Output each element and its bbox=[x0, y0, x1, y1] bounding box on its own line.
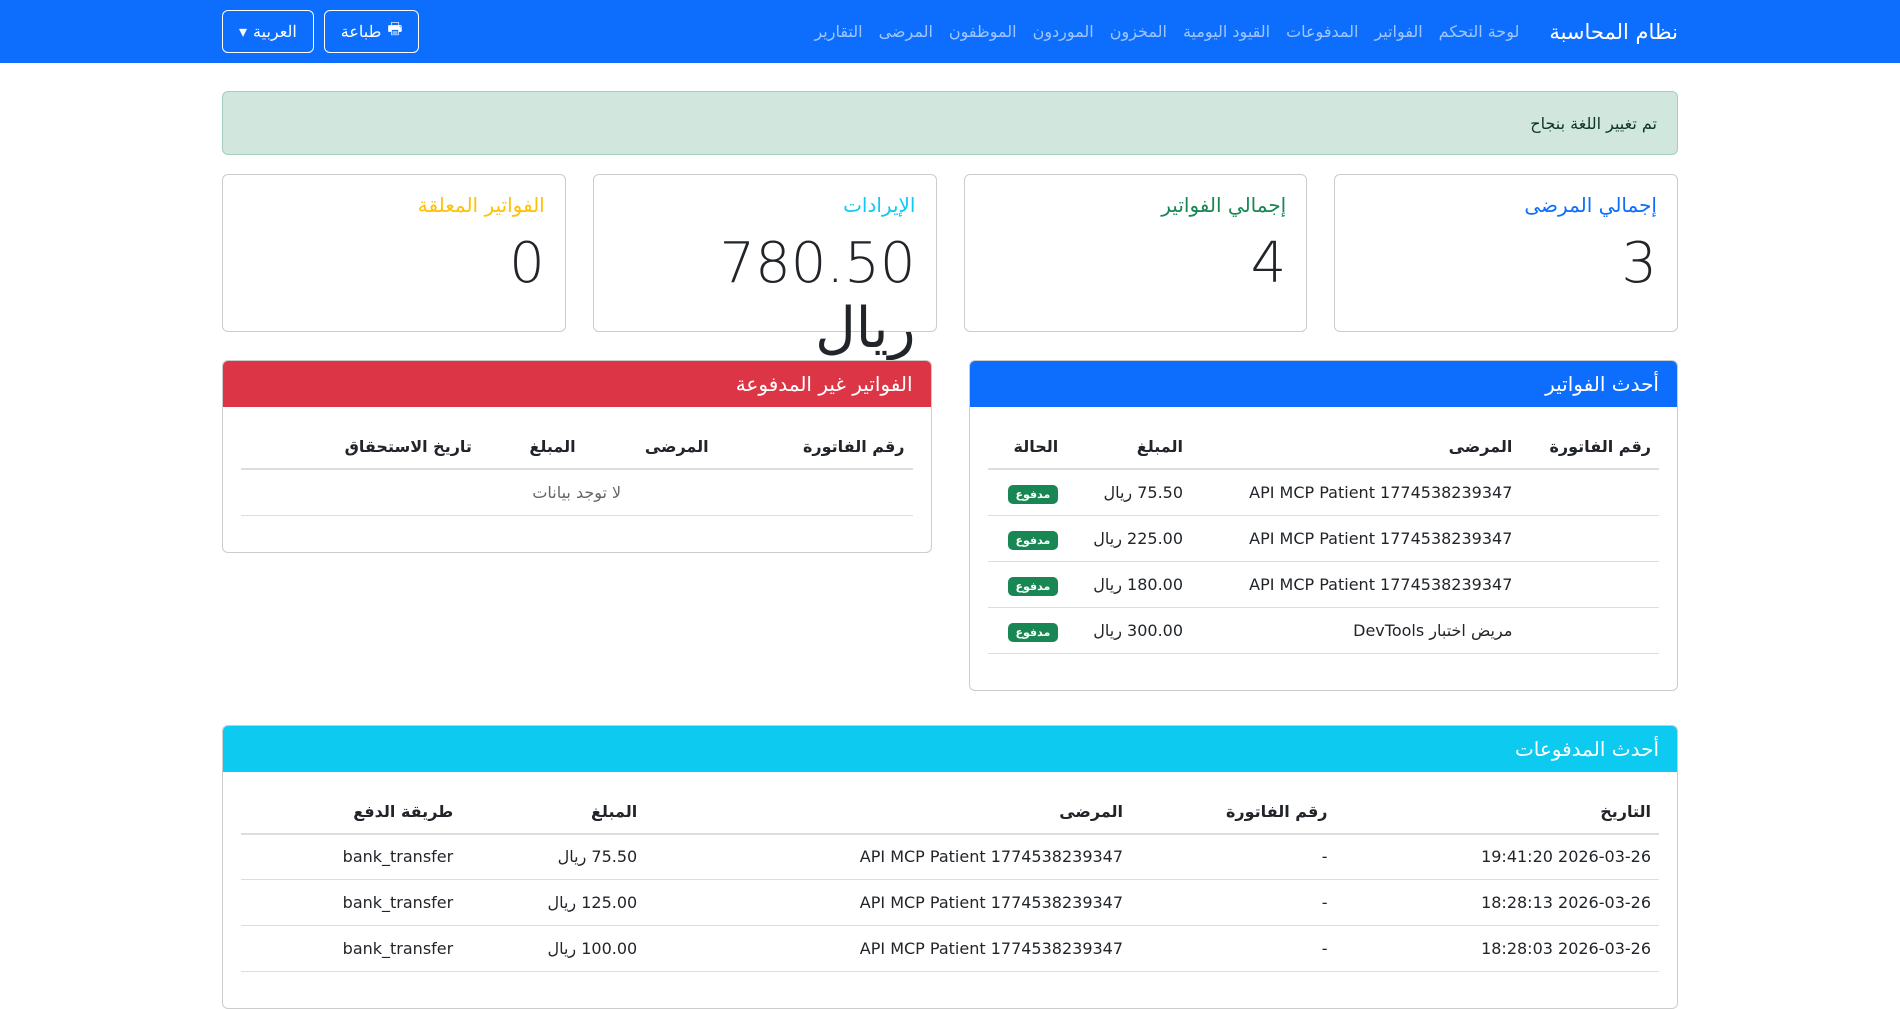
success-alert: تم تغيير اللغة بنجاح bbox=[222, 91, 1678, 155]
table-cell: 75.50 ريال bbox=[1066, 469, 1191, 515]
table-cell: 300.00 ريال bbox=[1066, 607, 1191, 653]
print-button[interactable]: طباعة🖶 bbox=[324, 10, 420, 53]
stat-value: 3 bbox=[1355, 231, 1657, 296]
stat-value: 780.50 ريال bbox=[614, 231, 916, 361]
navbar: نظام المحاسبة لوحة التحكم الفواتير المدفوع… bbox=[0, 0, 1900, 63]
column-header: المرضى bbox=[1191, 425, 1520, 469]
stat-label: إجمالي المرضى bbox=[1355, 193, 1657, 217]
empty-message: لا توجد بيانات bbox=[241, 469, 913, 515]
column-header: المرضى bbox=[584, 425, 717, 469]
panel-title: أحدث المدفوعات bbox=[223, 726, 1677, 772]
nav-link[interactable]: الموردون bbox=[1033, 22, 1094, 41]
column-header: طريقة الدفع bbox=[241, 790, 461, 834]
table-cell: 180.00 ريال bbox=[1066, 561, 1191, 607]
column-header: المرضى bbox=[645, 790, 1131, 834]
table-cell: - bbox=[1131, 880, 1335, 926]
stat-label: الفواتير المعلقة bbox=[243, 193, 545, 217]
stat-card: إجمالي المرضى 3 bbox=[1334, 174, 1678, 332]
stat-label: إجمالي الفواتير bbox=[985, 193, 1287, 217]
brand[interactable]: نظام المحاسبة bbox=[1549, 20, 1678, 44]
table-cell: 75.50 ريال bbox=[461, 834, 645, 880]
status-badge: مدفوع bbox=[1008, 623, 1059, 642]
table-cell: 100.00 ريال bbox=[461, 926, 645, 972]
table-row: 2026-03-26 19:41:20-API MCP Patient 1774… bbox=[241, 834, 1659, 880]
stat-card: إجمالي الفواتير 4 bbox=[964, 174, 1308, 332]
caret-down-icon: ▾ bbox=[239, 22, 247, 42]
table-cell: API MCP Patient 1774538239347 bbox=[645, 926, 1131, 972]
table-cell: bank_transfer bbox=[241, 880, 461, 926]
panel-title: أحدث الفواتير bbox=[970, 361, 1678, 407]
table-cell: API MCP Patient 1774538239347 bbox=[1191, 469, 1520, 515]
column-header: المبلغ bbox=[480, 425, 584, 469]
language-label: العربية bbox=[253, 22, 297, 42]
table-cell: API MCP Patient 1774538239347 bbox=[1191, 515, 1520, 561]
printer-icon: 🖶 bbox=[387, 18, 402, 45]
stat-label: الإيرادات bbox=[614, 193, 916, 217]
table-cell bbox=[1520, 469, 1659, 515]
table-row: لا توجد بيانات bbox=[241, 469, 913, 515]
column-header: تاريخ الاستحقاق bbox=[241, 425, 480, 469]
nav-link[interactable]: الفواتير bbox=[1374, 22, 1422, 41]
table-cell: مريض اختبار DevTools bbox=[1191, 607, 1520, 653]
table-cell: مدفوع bbox=[988, 607, 1067, 653]
status-badge: مدفوع bbox=[1008, 485, 1059, 504]
table-cell: 225.00 ريال bbox=[1066, 515, 1191, 561]
column-header: رقم الفاتورة bbox=[1520, 425, 1659, 469]
column-header: التاريخ bbox=[1336, 790, 1660, 834]
table-cell: 2026-03-26 18:28:03 bbox=[1336, 926, 1660, 972]
print-label: طباعة bbox=[341, 22, 382, 42]
nav-link[interactable]: المدفوعات bbox=[1286, 22, 1358, 41]
stat-card: الفواتير المعلقة 0 bbox=[222, 174, 566, 332]
table-cell: 2026-03-26 18:28:13 bbox=[1336, 880, 1660, 926]
panel-title: الفواتير غير المدفوعة bbox=[223, 361, 931, 407]
nav-link[interactable]: المخزون bbox=[1110, 22, 1167, 41]
table-row: 2026-03-26 18:28:03-API MCP Patient 1774… bbox=[241, 926, 1659, 972]
table-cell: 2026-03-26 19:41:20 bbox=[1336, 834, 1660, 880]
stat-value: 0 bbox=[243, 231, 545, 296]
nav-link[interactable]: الموظفون bbox=[949, 22, 1017, 41]
stat-value: 4 bbox=[985, 231, 1287, 296]
table-row: 2026-03-26 18:28:13-API MCP Patient 1774… bbox=[241, 880, 1659, 926]
column-header: رقم الفاتورة bbox=[717, 425, 913, 469]
language-dropdown[interactable]: ▾ العربية bbox=[222, 10, 314, 53]
table-cell: bank_transfer bbox=[241, 834, 461, 880]
table-cell: API MCP Patient 1774538239347 bbox=[645, 834, 1131, 880]
nav-link[interactable]: المرضى bbox=[879, 22, 933, 41]
table-cell: مدفوع bbox=[988, 561, 1067, 607]
column-header: رقم الفاتورة bbox=[1131, 790, 1335, 834]
table-cell: - bbox=[1131, 834, 1335, 880]
table-cell bbox=[1520, 561, 1659, 607]
table-cell: 125.00 ريال bbox=[461, 880, 645, 926]
nav-link[interactable]: القيود اليومية bbox=[1183, 22, 1270, 41]
table-cell bbox=[1520, 515, 1659, 561]
column-header: المبلغ bbox=[1066, 425, 1191, 469]
column-header: الحالة bbox=[988, 425, 1067, 469]
nav-link[interactable]: لوحة التحكم bbox=[1439, 22, 1520, 41]
table-cell: مدفوع bbox=[988, 515, 1067, 561]
status-badge: مدفوع bbox=[1008, 531, 1059, 550]
table-cell: - bbox=[1131, 926, 1335, 972]
table-cell bbox=[1520, 607, 1659, 653]
table-cell: API MCP Patient 1774538239347 bbox=[645, 880, 1131, 926]
column-header: المبلغ bbox=[461, 790, 645, 834]
table-cell: bank_transfer bbox=[241, 926, 461, 972]
nav-link[interactable]: التقارير bbox=[814, 22, 862, 41]
table-cell: API MCP Patient 1774538239347 bbox=[1191, 561, 1520, 607]
table-cell: مدفوع bbox=[988, 469, 1067, 515]
status-badge: مدفوع bbox=[1008, 577, 1059, 596]
